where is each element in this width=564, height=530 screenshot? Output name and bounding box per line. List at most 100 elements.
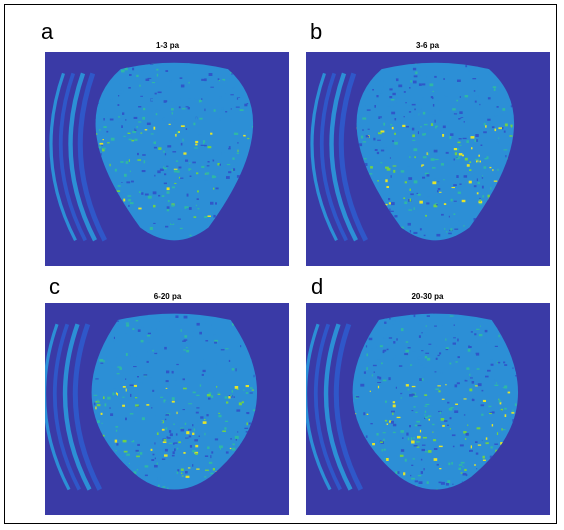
heat-cell [455, 254, 457, 257]
heat-cell [61, 509, 62, 511]
heat-cell [428, 442, 433, 444]
heat-cell [210, 472, 214, 475]
heat-cell [528, 499, 532, 501]
heat-cell [372, 213, 377, 217]
heat-cell [245, 385, 249, 388]
heat-cell [402, 62, 405, 64]
heat-cell [500, 55, 503, 58]
heat-cell [476, 139, 478, 142]
heat-cell [419, 306, 423, 308]
heat-cell [134, 355, 137, 358]
heat-cell [164, 346, 167, 350]
heat-cell [123, 198, 126, 202]
heat-cell [476, 368, 480, 370]
heat-cell [116, 317, 119, 321]
heat-cell [540, 84, 542, 86]
heat-cell [72, 358, 75, 360]
heat-cell [213, 501, 216, 504]
heat-cell [56, 155, 59, 158]
heat-cell [106, 89, 110, 91]
heat-cell [535, 329, 538, 330]
heat-cell [395, 436, 399, 440]
heat-cell [125, 502, 126, 505]
heat-cell [337, 345, 338, 348]
heat-cell [240, 443, 243, 447]
heat-cell [363, 371, 366, 374]
heat-cell [502, 458, 504, 462]
heat-cell [510, 217, 512, 220]
heat-cell [185, 206, 189, 208]
heat-cell [307, 84, 310, 86]
heat-cell [192, 106, 195, 110]
heat-cell [212, 498, 215, 499]
heat-cell [119, 367, 122, 370]
heat-cell [103, 118, 105, 121]
heat-cell [483, 249, 486, 251]
heat-cell [110, 258, 113, 260]
heat-cell [166, 413, 171, 415]
heat-cell [247, 484, 250, 486]
heat-cell [392, 404, 396, 408]
heat-cell [57, 117, 59, 119]
heat-cell [544, 507, 548, 509]
heat-cell [69, 456, 71, 457]
heat-cell [60, 483, 61, 486]
heat-cell [207, 146, 212, 149]
heat-cell [382, 115, 384, 119]
heat-cell [210, 245, 213, 247]
heat-cell [224, 310, 228, 312]
heat-cell [496, 106, 499, 108]
heat-cell [270, 409, 271, 411]
heat-cell [384, 458, 387, 460]
heat-cell [166, 506, 169, 509]
heat-cell [336, 80, 339, 83]
heat-cell [249, 204, 252, 206]
heat-cell [471, 226, 474, 229]
heat-cell [47, 487, 50, 488]
heat-cell [410, 413, 413, 416]
heat-cell [86, 245, 88, 247]
heat-cell [106, 356, 111, 359]
heat-cell [121, 243, 124, 244]
heat-cell [271, 202, 273, 204]
heat-cell [491, 411, 495, 414]
heat-cell [474, 502, 476, 504]
heat-cell [187, 346, 191, 348]
heat-cell [180, 322, 183, 325]
heat-cell [155, 244, 157, 245]
heat-cell [530, 415, 533, 417]
heat-cell [277, 329, 279, 332]
heat-cell [166, 501, 167, 504]
heat-cell [447, 245, 450, 246]
heat-cell [385, 499, 387, 500]
heat-cell [183, 381, 185, 384]
heat-cell [204, 510, 205, 512]
heat-cell [416, 441, 420, 443]
heat-cell [116, 359, 119, 362]
heat-cell [329, 391, 333, 393]
heat-cell [59, 231, 61, 233]
heat-cell [319, 109, 321, 112]
heat-cell [264, 146, 267, 148]
heat-cell [282, 437, 285, 440]
heat-cell [509, 387, 513, 389]
heat-cell [181, 56, 183, 58]
heat-cell [543, 52, 544, 55]
heat-cell [498, 399, 501, 403]
heat-cell [265, 472, 267, 474]
heat-cell [485, 125, 487, 128]
heat-cell [385, 179, 388, 183]
heat-cell [171, 112, 173, 115]
heat-cell [47, 105, 50, 107]
heat-cell [383, 349, 387, 352]
heat-cell [194, 451, 199, 454]
heat-cell [466, 244, 468, 245]
heat-cell [491, 233, 494, 236]
heat-cell [380, 86, 383, 88]
heat-cell [362, 215, 364, 218]
heat-cell [233, 248, 236, 250]
heat-cell [109, 194, 111, 197]
heat-cell [280, 213, 283, 216]
heat-cell [230, 394, 232, 397]
heat-cell [103, 126, 107, 128]
